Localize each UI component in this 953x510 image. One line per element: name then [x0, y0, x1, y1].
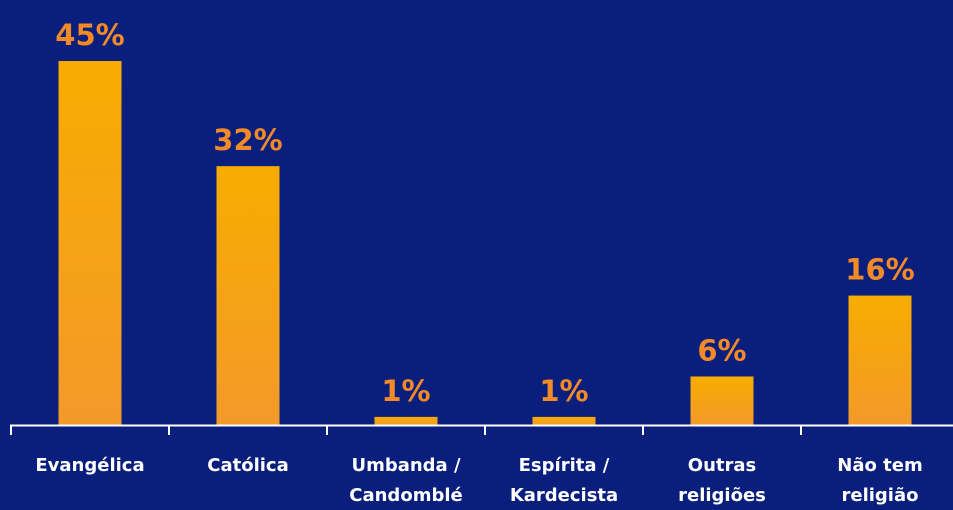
category-label: religiões: [678, 485, 766, 506]
category-label: religião: [842, 485, 919, 506]
labels-layer: 45% Evangélica 32% Católica 1% Umbanda / Cando…: [35, 18, 922, 506]
bars-layer: [58, 61, 912, 425]
category-label: Candomblé: [349, 485, 462, 506]
data-label: 32%: [213, 123, 282, 157]
x-axis: [10, 424, 953, 435]
bar: [690, 376, 754, 425]
data-label: 1%: [381, 374, 430, 408]
category-label: Evangélica: [35, 455, 144, 476]
data-label: 45%: [55, 18, 124, 52]
data-label: 1%: [539, 374, 588, 408]
bar: [58, 61, 122, 425]
bar: [374, 416, 438, 425]
bar: [848, 295, 912, 425]
category-label: Umbanda /: [351, 455, 461, 476]
bar: [216, 166, 280, 425]
bar: [532, 416, 596, 425]
category-label: Kardecista: [510, 485, 618, 506]
data-label: 16%: [845, 253, 914, 287]
category-label: Espírita /: [519, 455, 610, 476]
category-label: Outras: [688, 455, 756, 476]
data-label: 6%: [697, 333, 746, 367]
category-label: Não tem: [837, 455, 922, 476]
category-label: Católica: [207, 455, 288, 476]
